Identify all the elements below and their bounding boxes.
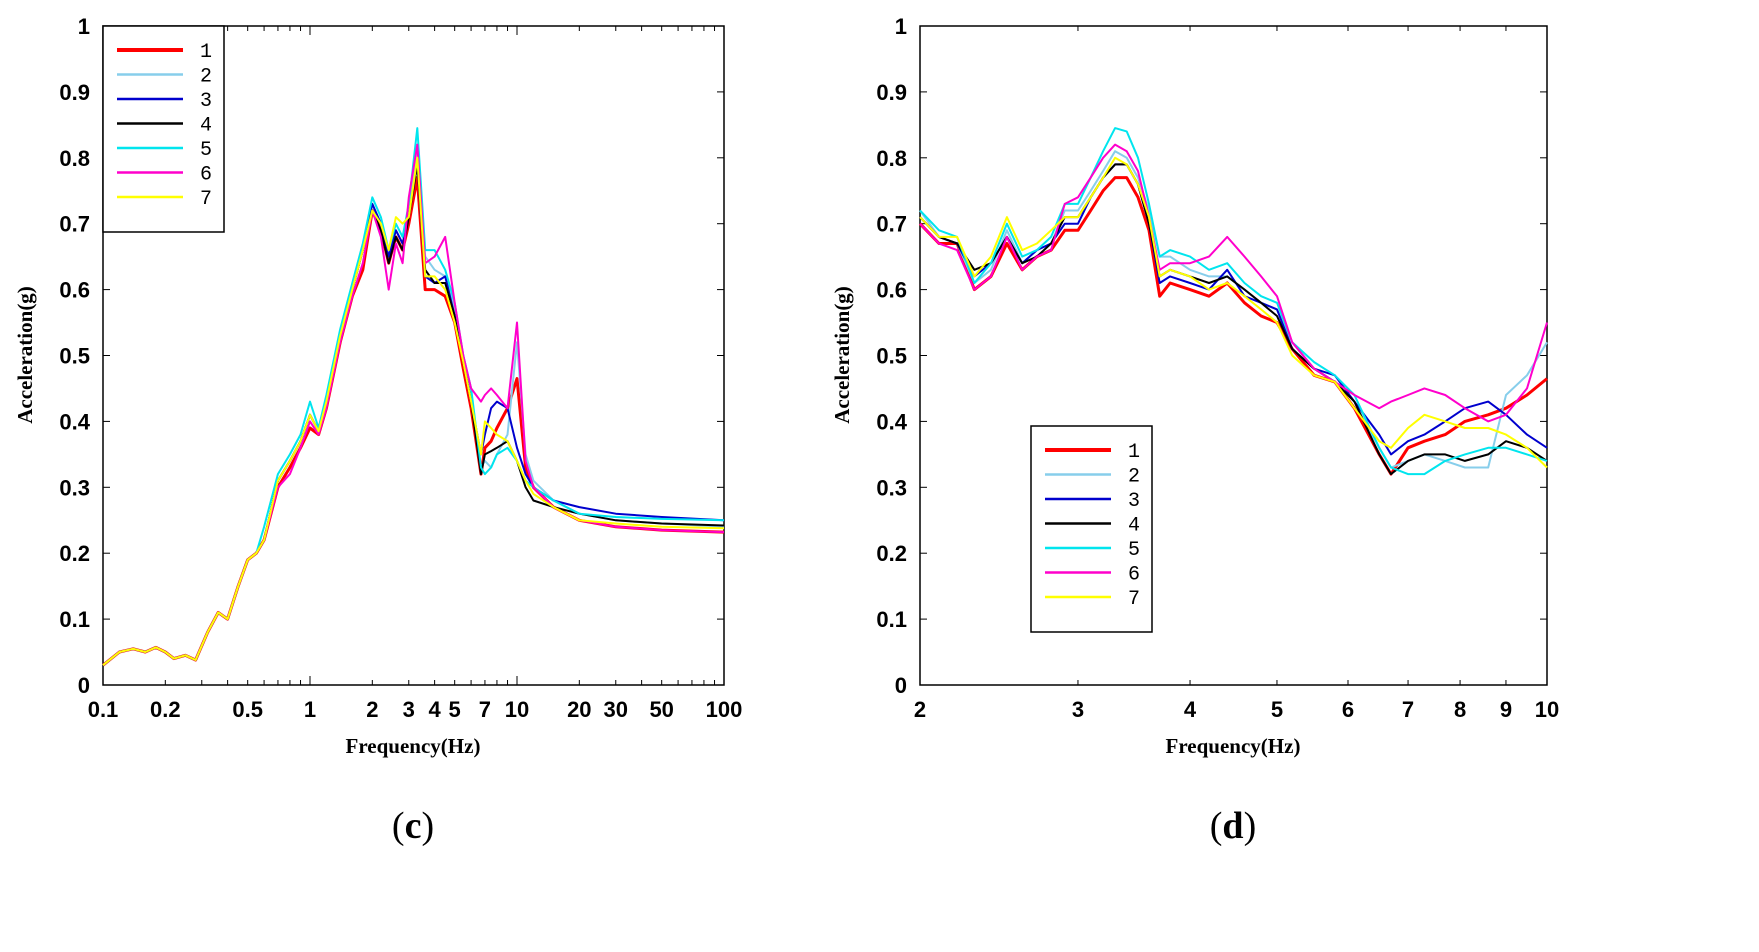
panel-d-y-tick-label: 0.9 — [876, 80, 907, 105]
panel-d-caption-letter: d — [1222, 805, 1243, 847]
panel-d-y-tick-label: 1 — [895, 14, 907, 39]
panel-d-y-tick-label: 0.6 — [876, 278, 907, 303]
panel-d-y-tick-label: 0.5 — [876, 344, 907, 369]
panel-d-legend-label-1: 1 — [1128, 441, 1140, 464]
panel-d-x-tick-label: 9 — [1500, 697, 1512, 722]
panel-c-y-tick-label: 1 — [78, 14, 90, 39]
panel-c-legend-label-5: 5 — [200, 139, 212, 162]
panel-c-series-group — [102, 127, 725, 667]
panel-c-x-tick-label: 0.2 — [150, 697, 181, 722]
panel-d-legend-label-3: 3 — [1128, 490, 1140, 513]
panel-c-y-tick-label: 0.5 — [59, 344, 90, 369]
panel-d-legend-label-4: 4 — [1128, 515, 1140, 538]
panel-c-x-tick-label: 30 — [604, 697, 628, 722]
panel-d-x-tick-label: 5 — [1271, 697, 1283, 722]
panel-d-y-axis-label: Acceleration(g) — [830, 286, 854, 424]
panel-d-series-group — [918, 127, 1548, 476]
panel-d-legend-label-5: 5 — [1128, 539, 1140, 562]
panel-d-y-tick-label: 0.8 — [876, 146, 907, 171]
panel-d-x-tick-label: 3 — [1072, 697, 1084, 722]
panel-c-legend-label-3: 3 — [200, 90, 212, 113]
panel-c-y-tick-label: 0.1 — [59, 607, 90, 632]
panel-c-legend-label-2: 2 — [200, 66, 212, 89]
panel-c-series-line-7 — [102, 156, 725, 666]
panel-d-series-line-7 — [919, 156, 1548, 469]
panel-d-caption-open: ( — [1210, 805, 1223, 847]
panel-d-y-tick-label: 0.1 — [876, 607, 907, 632]
panel-d-caption: (d) — [1210, 805, 1256, 847]
panel-d-y-tick-label: 0.7 — [876, 212, 907, 237]
panel-d-x-tick-label: 10 — [1535, 697, 1559, 722]
panel-d-chart: 2 3 4 5 6 7 8 9 10 00.10.20.30.40.50.60.70.80.91… — [830, 14, 1559, 847]
panel-d-x-tick-label: 2 — [914, 697, 926, 722]
panel-c-x-tick-label: 0.5 — [232, 697, 263, 722]
panel-d-y-tick-label: 0.2 — [876, 541, 907, 566]
panel-c-caption-close: ) — [421, 805, 434, 847]
panel-d-x-tick-label: 7 — [1402, 697, 1414, 722]
panel-d-x-tick-label: 4 — [1184, 697, 1197, 722]
panel-c-x-tick-label: 100 — [706, 697, 743, 722]
panel-d-series-line-5 — [919, 127, 1548, 476]
panel-c-legend-label-7: 7 — [200, 188, 212, 211]
panel-c-x-tick-label: 5 — [449, 697, 461, 722]
panel-d-legend-label-6: 6 — [1128, 564, 1140, 587]
panel-d-series-line-6 — [919, 143, 1548, 423]
panel-c-x-tick-label: 1 — [304, 697, 316, 722]
panel-c-y-tick-label: 0.7 — [59, 212, 90, 237]
panel-c-x-tick-label: 7 — [479, 697, 491, 722]
panel-c-legend-label-6: 6 — [200, 164, 212, 187]
panel-c-y-axis-label: Acceleration(g) — [13, 286, 37, 424]
panel-c-x-tick-label: 10 — [505, 697, 529, 722]
panel-d-legend-label-7: 7 — [1128, 588, 1140, 611]
panel-c-y-tick-label: 0.9 — [59, 80, 90, 105]
panel-c-x-tick-label: 20 — [567, 697, 591, 722]
panel-d-x-tick-label: 8 — [1454, 697, 1466, 722]
panel-d-y-tick-label: 0.3 — [876, 475, 907, 500]
panel-c-caption-letter: c — [405, 805, 422, 847]
panel-c-y-tick-label: 0.4 — [59, 409, 90, 434]
panel-d-x-axis-label: Frequency(Hz) — [1166, 734, 1301, 758]
panel-c-x-tick-label: 50 — [649, 697, 673, 722]
panel-c-y-tick-label: 0.8 — [59, 146, 90, 171]
panel-c-caption: (c) — [392, 805, 434, 847]
panel-d-y-tick-label: 0.4 — [876, 409, 907, 434]
panel-c-y-tick-label: 0.2 — [59, 541, 90, 566]
panel-c-legend-label-1: 1 — [200, 41, 212, 64]
panel-c-x-tick-label: 3 — [403, 697, 415, 722]
panel-d-caption-close: ) — [1244, 805, 1257, 847]
panel-d-x-tick-label: 6 — [1342, 697, 1354, 722]
panel-c-y-tick-label: 0.6 — [59, 278, 90, 303]
panel-c-x-tick-label: 4 — [429, 697, 442, 722]
panel-c-chart: 0.1 0.2 0.5 1 2 3 4 5 7 10 20 30 50 100 00.10.20.30.4… — [13, 14, 742, 847]
panel-c-x-axis-label: Frequency(Hz) — [346, 734, 481, 758]
panel-c-y-tick-label: 0 — [78, 673, 90, 698]
panel-c-x-tick-label: 2 — [366, 697, 378, 722]
panel-c-caption-open: ( — [392, 805, 405, 847]
panel-c-y-tick-label: 0.3 — [59, 475, 90, 500]
panel-d-series-line-3 — [919, 163, 1548, 456]
panel-d-legend-label-2: 2 — [1128, 466, 1140, 489]
panel-c-legend-label-4: 4 — [200, 115, 212, 138]
panel-d-y-tick-label: 0 — [895, 673, 907, 698]
panel-c-x-tick-label: 0.1 — [88, 697, 119, 722]
